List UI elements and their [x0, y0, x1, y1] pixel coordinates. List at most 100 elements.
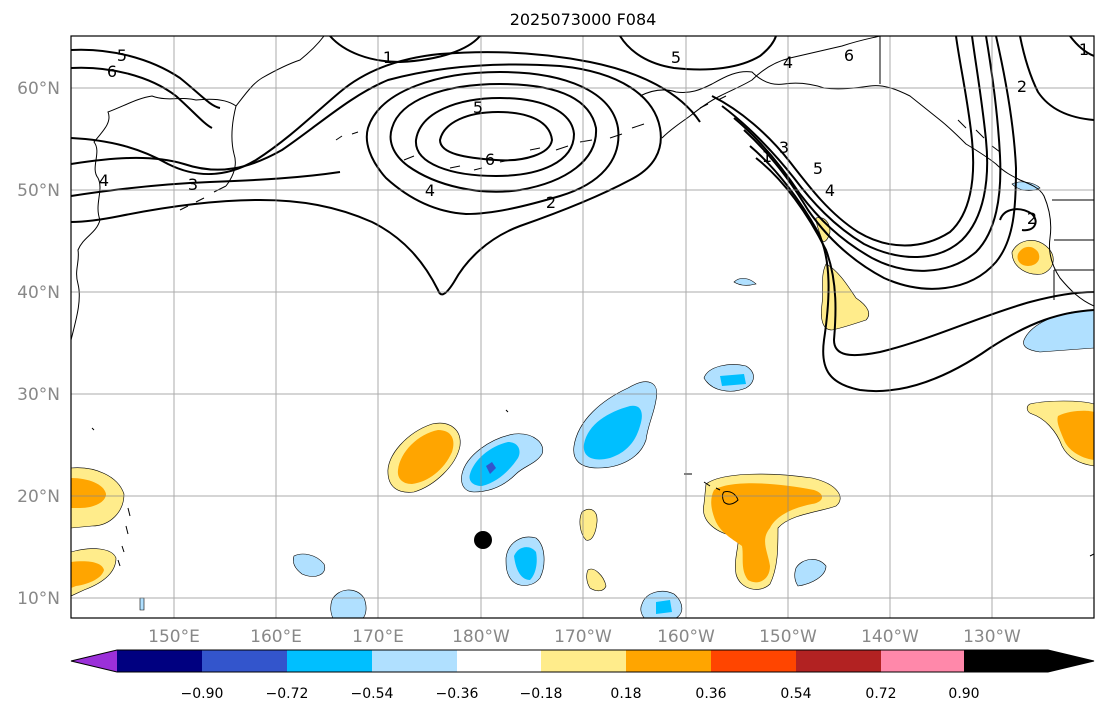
neg-anomaly-36n-coast: [1023, 309, 1094, 353]
lat-tick-label: 20°N: [17, 487, 60, 507]
pos-anomaly-small-15n: [579, 509, 598, 541]
neg-anomaly-49n-coast: [1011, 181, 1041, 191]
contour-label: 1: [1079, 40, 1089, 59]
location-marker: [474, 531, 492, 549]
neg-anomaly-172w-core: [583, 405, 642, 460]
colorbar-cell: [372, 650, 457, 672]
map-content: 5 6 1 5 6 4 2 4 3 4 6 5 1 3 5 4 2 2 1: [71, 36, 1094, 618]
coast-asia: [71, 36, 325, 341]
coast-aleutians-west: [335, 131, 511, 171]
contour-label: 5: [473, 98, 483, 117]
contour-label: 2: [1027, 209, 1037, 228]
contour-outer-trough: [71, 171, 341, 197]
contour-label: 6: [485, 150, 495, 169]
neg-anomaly-32n-core: [720, 374, 746, 386]
contour-ridge-6: [755, 157, 1094, 357]
contour-center-low-1: [438, 110, 554, 162]
contour-label: 5: [813, 159, 823, 178]
colorbar-label: 0.72: [865, 686, 896, 702]
pos-anomaly-west-edge-20n-core: [71, 478, 106, 508]
contour-label: 2: [1017, 77, 1027, 96]
contour-label: 3: [188, 175, 198, 194]
neg-anomaly-9n-147e: [139, 597, 145, 611]
colorbar-cell: [457, 650, 541, 672]
pos-anomaly-west-edge-12n-core: [71, 561, 104, 588]
contour-label: 4: [425, 181, 435, 200]
coast-west-pacific-dots: [91, 409, 1094, 557]
contour-ridge-2: [721, 36, 989, 259]
lat-tick-label: 10°N: [17, 589, 60, 609]
lon-tick-label: 150°E: [148, 627, 200, 647]
contour-lines: [71, 36, 1094, 392]
colorbar-label: −0.36: [436, 686, 479, 702]
coast-alaska: [661, 36, 881, 139]
lon-tick-label: 170°E: [352, 627, 404, 647]
colorbar-label: −0.18: [520, 686, 563, 702]
colorbar-cell: [796, 650, 881, 672]
colorbar-cell: [626, 650, 711, 672]
colorbar-cell: [881, 650, 964, 672]
contour-ridge-3: [733, 36, 1002, 272]
colorbar-arrow-right: [964, 650, 1094, 672]
contour-large-trough: [71, 63, 662, 296]
contour-label: 4: [825, 181, 835, 200]
pos-anomaly-175e-core: [397, 430, 454, 484]
coast-aleutians-east: [529, 123, 645, 151]
contour-label: 1: [383, 48, 393, 67]
neg-anomaly-13n-148w: [794, 559, 827, 587]
neg-anomaly-13n-163e: [292, 553, 326, 577]
lat-tick-label: 50°N: [17, 181, 60, 201]
shaded-anomalies: [71, 181, 1094, 618]
colorbar-label: 0.54: [780, 686, 811, 702]
coast-hawaii: [684, 473, 721, 491]
colorbar-label: 0.18: [610, 686, 641, 702]
neg-anomaly-15n-178w-core: [514, 547, 537, 580]
coast-west-na-islands: [699, 95, 1001, 153]
contour-east-2: [999, 208, 1037, 232]
contour-label-group: 5 6 1 5 6 4 2 4 3 4 6 5 1 3 5 4 2 2 1: [99, 40, 1089, 228]
lon-tick-label: 170°W: [554, 627, 612, 647]
contour-center-low-3: [389, 82, 598, 193]
contour-label: 5: [117, 46, 127, 65]
colorbar-label: −0.90: [181, 686, 224, 702]
contour-top-north: [71, 48, 221, 109]
colorbar-label: 0.36: [695, 686, 726, 702]
contour-ridge-4: [743, 36, 1018, 290]
coast-kamchatka: [225, 105, 237, 187]
neg-anomaly-8n-168e: [330, 589, 367, 618]
contour-ridge-1: [711, 36, 975, 247]
contour-label: 3: [779, 138, 789, 157]
contour-label: 4: [783, 53, 793, 72]
lon-tick-label: 130°W: [963, 627, 1021, 647]
contour-top-north-2: [71, 66, 213, 129]
contour-center-low-4: [365, 70, 620, 216]
contour-label: 6: [107, 62, 117, 81]
colorbar-label: −0.72: [266, 686, 309, 702]
lat-axis: 60°N 50°N 40°N 30°N 20°N 10°N: [17, 79, 60, 609]
coast-state-line-2: [1053, 269, 1094, 300]
pos-anomaly-43n-coast-core: [1017, 246, 1040, 266]
colorbar: −0.90 −0.72 −0.54 −0.36 −0.18 0.18 0.36 …: [70, 649, 1095, 702]
colorbar-outline: [70, 649, 1095, 673]
contour-top-east: [619, 36, 777, 71]
lon-tick-label: 180°W: [452, 627, 510, 647]
lat-tick-label: 60°N: [17, 79, 60, 99]
lon-axis: 150°E 160°E 170°E 180°W 170°W 160°W 150°…: [148, 627, 1021, 647]
colorbar-cell: [541, 650, 626, 672]
contour-label: 1: [762, 147, 772, 166]
lat-tick-label: 40°N: [17, 283, 60, 303]
contour-east-top-2: [1019, 36, 1094, 121]
neg-anomaly-180w-dot: [486, 462, 496, 474]
colorbar-label: −0.54: [351, 686, 394, 702]
neg-anomaly-40n-155w: [733, 278, 757, 286]
pos-anomaly-hawaii-core: [711, 483, 823, 583]
colorbar-cell: [711, 650, 796, 672]
contour-ridge-5: [749, 145, 1094, 392]
contour-east-top: [1069, 36, 1094, 57]
lat-tick-label: 30°N: [17, 385, 60, 405]
colorbar-cell: [202, 650, 287, 672]
lon-tick-label: 140°W: [861, 627, 919, 647]
gridlines: [71, 36, 1094, 618]
contour-center-low-2: [414, 96, 576, 178]
